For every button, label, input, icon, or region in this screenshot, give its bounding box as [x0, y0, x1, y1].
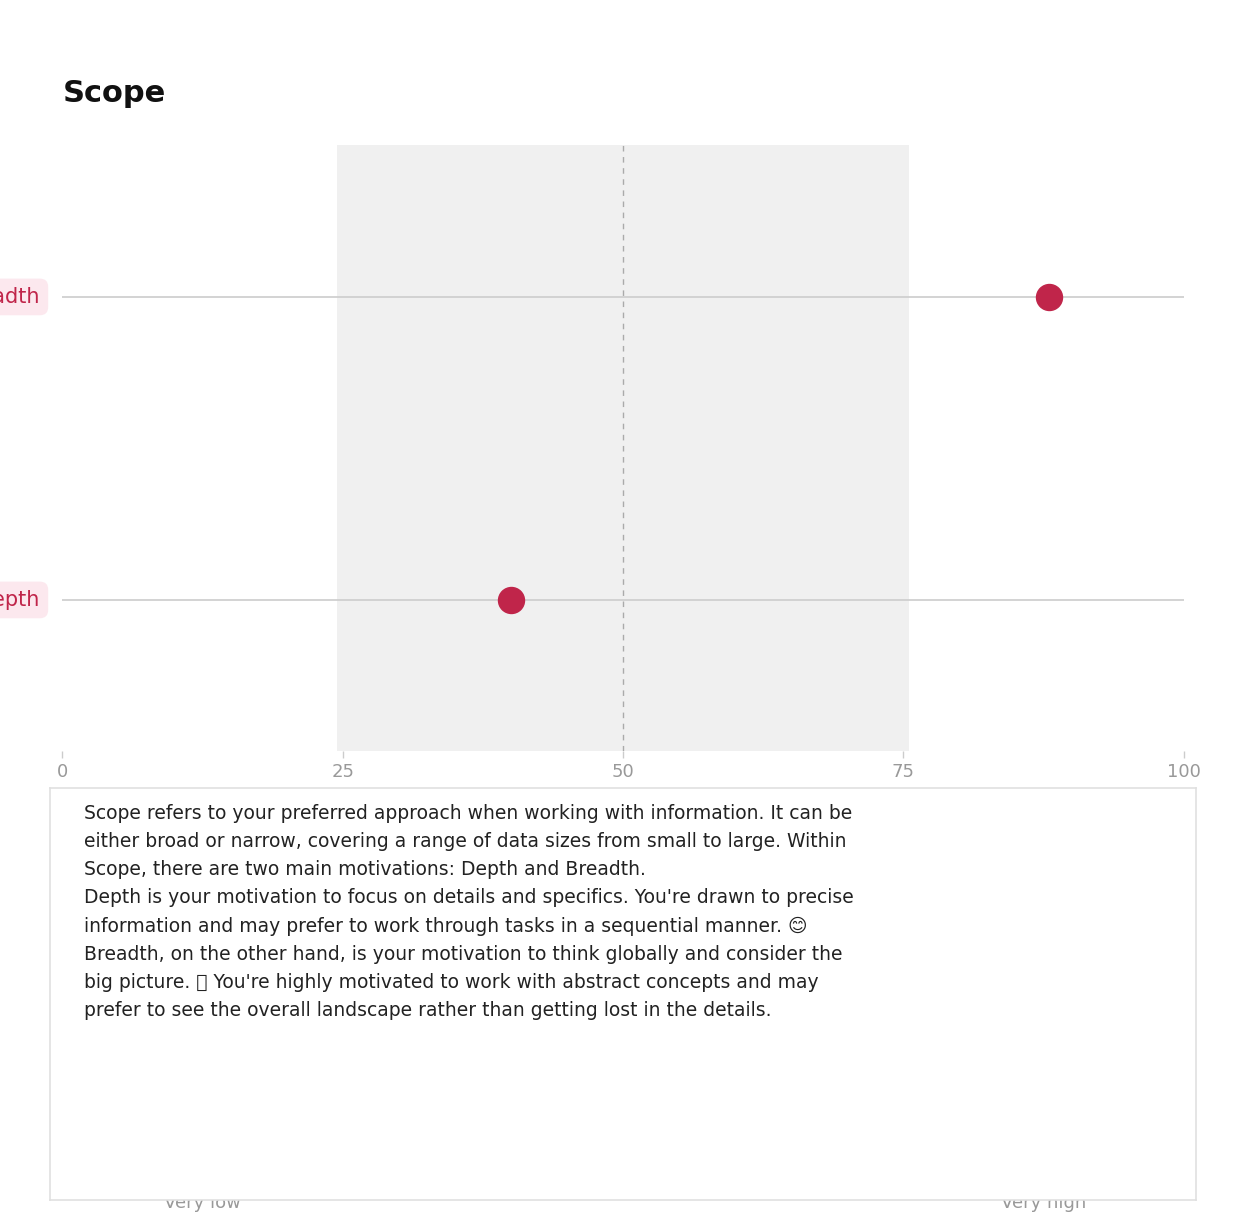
Text: Scope refers to your preferred approach when working with information. It can be: Scope refers to your preferred approach … [85, 805, 854, 1019]
Text: Depth: Depth [0, 590, 40, 610]
Text: Scope: Scope [62, 79, 166, 108]
Point [1039, 287, 1059, 307]
Text: Very high: Very high [1001, 1194, 1087, 1212]
FancyBboxPatch shape [336, 0, 910, 903]
Text: Very low: Very low [164, 1194, 240, 1212]
Point [501, 590, 521, 610]
Text: Breadth: Breadth [0, 287, 40, 307]
